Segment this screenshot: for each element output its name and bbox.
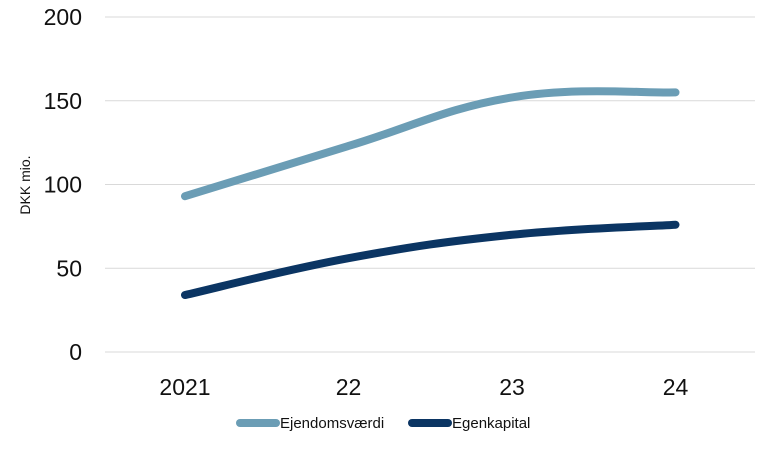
series-lines <box>181 87 680 300</box>
x-tick-label-22: 22 <box>336 374 362 400</box>
series-line-ejendomsvaerdi <box>181 87 680 201</box>
legend-label-egenkapital: Egenkapital <box>452 415 530 432</box>
gridlines <box>105 16 755 353</box>
y-axis-label: DKK mio. <box>17 155 33 214</box>
legend: Ejendomsværdi Egenkapital <box>236 415 530 432</box>
x-tick-label-24: 24 <box>663 374 689 400</box>
x-tick-label-2021: 2021 <box>159 374 210 400</box>
x-tick-label-23: 23 <box>499 374 525 400</box>
y-tick-label-150: 150 <box>44 88 82 114</box>
series-line-egenkapital <box>181 220 680 300</box>
y-axis-ticks: 0 50 100 150 200 <box>44 4 82 365</box>
legend-label-ejendomsvaerdi: Ejendomsværdi <box>280 415 384 432</box>
y-tick-label-200: 200 <box>44 4 82 30</box>
y-tick-label-100: 100 <box>44 172 82 198</box>
y-tick-label-50: 50 <box>56 255 82 281</box>
y-tick-label-0: 0 <box>69 339 82 365</box>
x-axis-ticks: 2021 22 23 24 <box>159 374 688 400</box>
